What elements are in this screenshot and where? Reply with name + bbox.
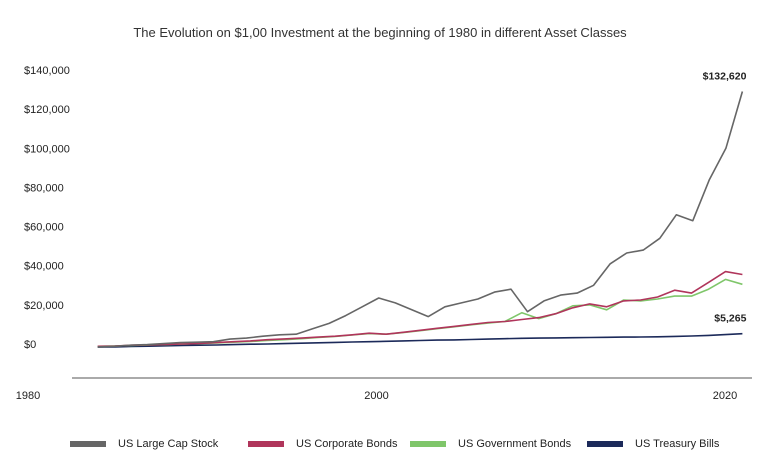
legend-label-corporate: US Corporate Bonds [296,438,398,450]
legend-swatch-treasury [587,441,623,447]
y-tick-label: $20,000 [24,300,64,312]
y-tick-label: $140,000 [24,65,70,77]
series-line-treasury [97,332,743,348]
x-axis: 1980 2000 2020 [16,390,737,402]
y-tick-label: $100,000 [24,143,70,155]
legend-label-treasury: US Treasury Bills [635,438,720,450]
legend-label-government: US Government Bonds [458,438,572,450]
legend-swatch-government [410,441,446,447]
legend-swatch-large-cap [70,441,106,447]
legend-item-government: US Government Bonds [410,438,571,450]
y-axis: $0 $20,000 $40,000 $60,000 $80,000 $100,000 $1… [24,65,70,351]
y-tick-label: $120,000 [24,104,70,116]
legend-item-treasury: US Treasury Bills [587,438,719,450]
x-tick-label: 2020 [713,390,737,402]
y-tick-label: $80,000 [24,182,64,194]
legend-item-large-cap: US Large Cap Stock [70,438,218,450]
y-tick-label: $60,000 [24,222,64,234]
series-line-corporate [97,270,743,348]
legend: US Large Cap Stock US Corporate Bonds US… [0,430,768,460]
x-tick-label: 2000 [364,390,388,402]
y-tick-label: $0 [24,339,36,351]
line-chart: The Evolution on $1,00 Investment at the… [16,25,752,402]
series-lines [97,91,744,348]
x-tick-label: 1980 [16,390,40,402]
legend-item-corporate: US Corporate Bonds [248,438,398,450]
value-annotation: $132,620 [703,71,747,83]
legend-swatch-corporate [248,441,284,447]
y-tick-label: $40,000 [24,261,64,273]
value-annotation: $5,265 [714,313,746,325]
legend-label-large-cap: US Large Cap Stock [118,438,219,450]
chart-title: The Evolution on $1,00 Investment at the… [133,25,627,40]
series-line-large_cap [97,91,744,348]
annotations: $132,620 $5,265 [703,71,747,325]
